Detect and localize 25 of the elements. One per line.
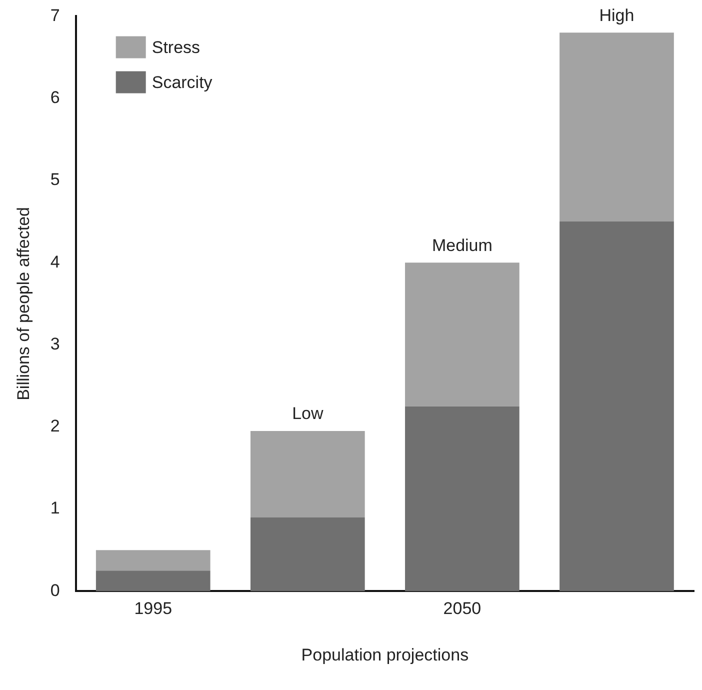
y-tick-label: 7: [50, 6, 60, 25]
y-axis-title: Billions of people affected: [14, 206, 33, 400]
bar: [560, 222, 674, 592]
x-tick-label: 1995: [134, 599, 172, 618]
bar: [250, 431, 365, 518]
bar: [250, 517, 365, 592]
y-tick-label: 6: [50, 88, 60, 108]
y-tick-label: 2: [50, 416, 60, 436]
y-tick-label: 3: [50, 334, 60, 354]
bar: [96, 570, 210, 592]
annotation: High: [599, 6, 634, 25]
annotation: Medium: [432, 236, 492, 255]
bar: [560, 32, 674, 222]
legend-label: Stress: [152, 38, 200, 57]
y-tick-label: 0: [50, 580, 60, 600]
y-tick-label: 5: [50, 170, 60, 190]
bar: [405, 262, 520, 406]
annotation: Low: [292, 404, 324, 424]
x-axis-title: Population projections: [301, 645, 469, 664]
y-tick-label: 1: [50, 498, 60, 518]
y-tick-label: 4: [50, 252, 60, 272]
x-tick-label: 2050: [443, 599, 482, 618]
bar: [405, 406, 520, 592]
legend-label: Scarcity: [152, 72, 213, 92]
bar: [96, 550, 210, 571]
